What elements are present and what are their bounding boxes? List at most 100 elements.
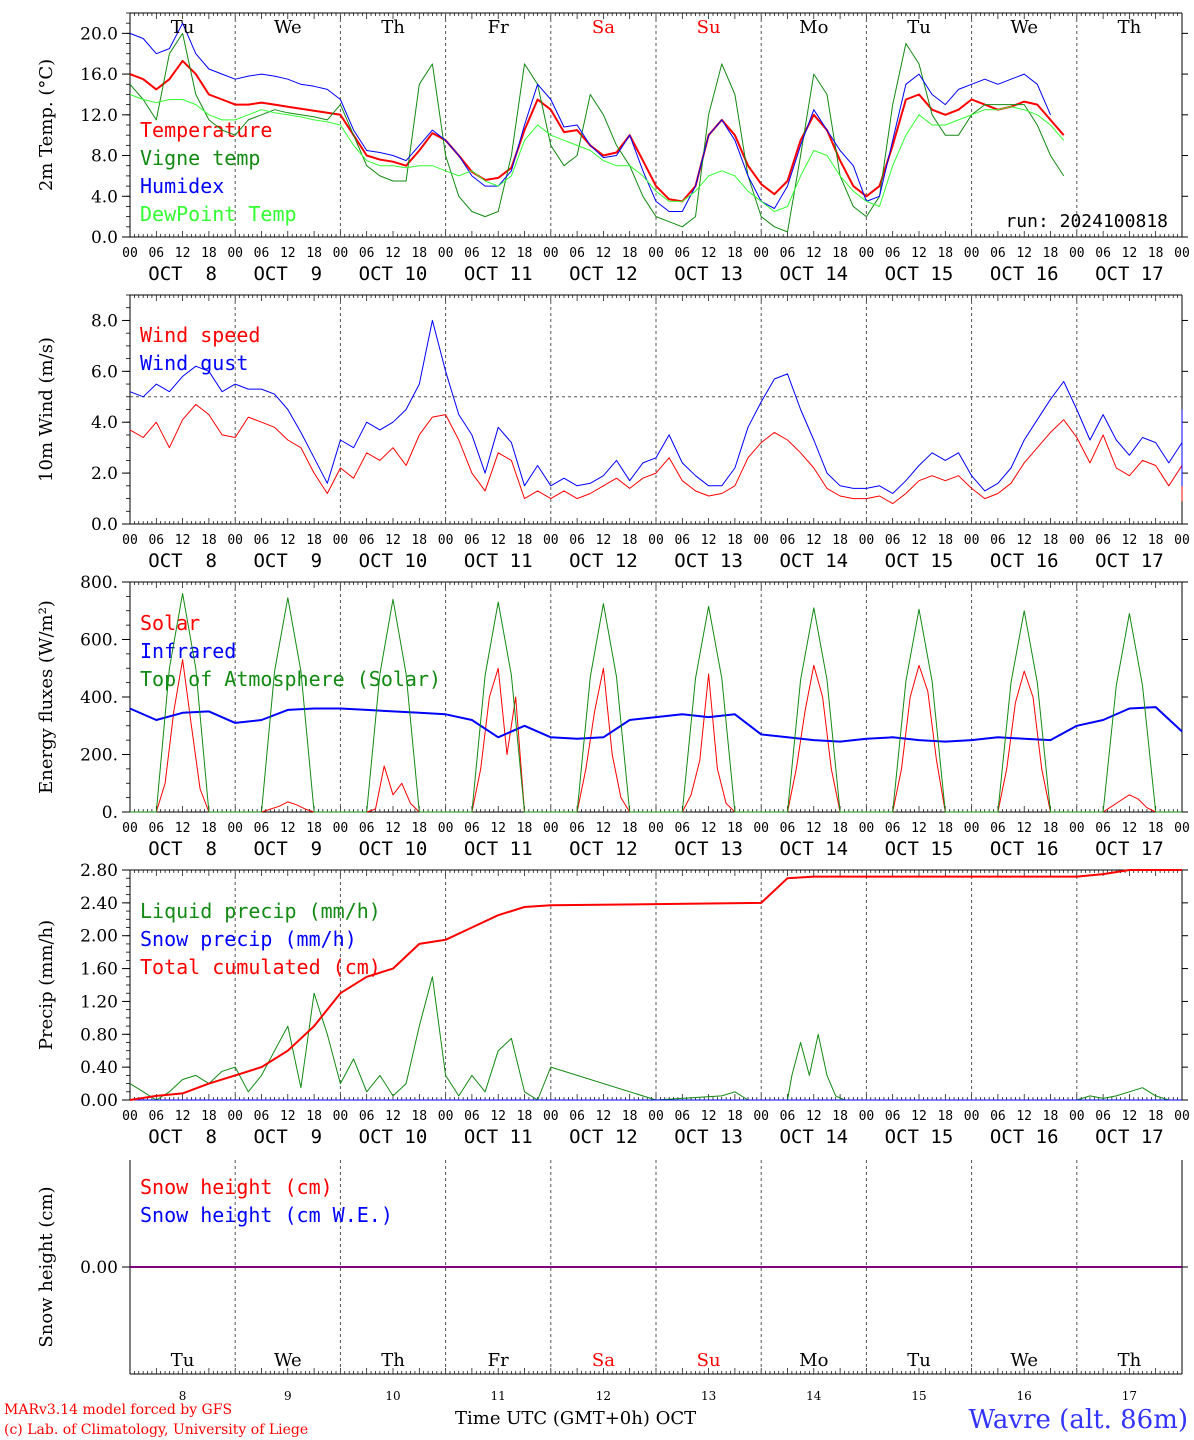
y-tick-label: 4.0 [91, 187, 118, 207]
hour-tick-label: 12 [596, 533, 612, 548]
hour-tick-label: 12 [280, 246, 296, 261]
hour-tick-label: 00 [1174, 821, 1190, 836]
date-label: OCT 16 [990, 550, 1059, 572]
hour-tick-label: 00 [859, 246, 875, 261]
date-label: OCT 8 [148, 263, 217, 285]
date-label: OCT 15 [885, 263, 954, 285]
hour-tick-label: 12 [911, 533, 927, 548]
hour-tick-label: 12 [1016, 533, 1032, 548]
hour-tick-label: 12 [806, 1109, 822, 1124]
weekday-label: Fr [488, 17, 509, 38]
hour-tick-label: 06 [148, 246, 164, 261]
hour-tick-label: 12 [385, 821, 401, 836]
series-line-total-cumulated-cm [129, 869, 1182, 1101]
y-axis-label: 10m Wind (m/s) [36, 337, 57, 482]
date-label: OCT 11 [464, 550, 533, 572]
hour-tick-label: 06 [990, 821, 1006, 836]
hour-tick-label: 12 [385, 1109, 401, 1124]
hour-tick-label: 06 [148, 821, 164, 836]
hour-tick-label: 12 [596, 1109, 612, 1124]
y-tick-label: 800. [80, 573, 118, 593]
legend-entry: Total cumulated (cm) [140, 955, 381, 979]
hour-tick-label: 06 [674, 533, 690, 548]
hour-tick-label: 00 [543, 246, 559, 261]
y-tick-label: 0.00 [80, 1091, 118, 1111]
hour-tick-label: 06 [990, 533, 1006, 548]
hour-tick-label: 06 [464, 821, 480, 836]
hour-tick-label: 00 [227, 533, 243, 548]
hour-tick-label: 00 [964, 533, 980, 548]
hour-tick-label: 06 [464, 246, 480, 261]
weekday-label: Mo [799, 17, 828, 38]
legend-entry: Snow height (cm) [140, 1175, 333, 1199]
hour-tick-label: 00 [227, 246, 243, 261]
hour-tick-label: 12 [175, 246, 191, 261]
hour-tick-label: 06 [1095, 1109, 1111, 1124]
hour-tick-label: 06 [359, 821, 375, 836]
hour-tick-label: 18 [1148, 821, 1164, 836]
hour-tick-label: 00 [964, 1109, 980, 1124]
hour-tick-label: 00 [964, 246, 980, 261]
y-tick-label: 8.0 [91, 147, 118, 167]
date-label: OCT 17 [1095, 838, 1164, 860]
hour-tick-label: 06 [674, 1109, 690, 1124]
weekday-label: Tu [171, 17, 195, 38]
hour-tick-label: 12 [596, 246, 612, 261]
weekday-label: We [274, 17, 302, 38]
hour-tick-label: 18 [832, 533, 848, 548]
hour-tick-label: 18 [622, 821, 638, 836]
hour-tick-label: 12 [280, 1109, 296, 1124]
y-tick-label: 2.40 [80, 894, 118, 914]
hour-tick-label: 18 [306, 246, 322, 261]
hour-tick-label: 18 [517, 821, 533, 836]
hour-tick-label: 00 [859, 1109, 875, 1124]
date-label: OCT 8 [148, 550, 217, 572]
date-label: OCT 15 [885, 838, 954, 860]
date-label: OCT 14 [779, 550, 848, 572]
day-number-label: 13 [701, 1389, 716, 1403]
y-tick-label: 16.0 [80, 65, 118, 85]
hour-tick-label: 12 [806, 821, 822, 836]
date-label: OCT 11 [464, 838, 533, 860]
hour-tick-label: 00 [753, 533, 769, 548]
weekday-label: We [1010, 17, 1038, 38]
legend-entry: Vigne temp [140, 146, 260, 170]
hour-tick-label: 18 [517, 246, 533, 261]
hour-tick-label: 06 [674, 246, 690, 261]
hour-tick-label: 06 [780, 533, 796, 548]
date-label: OCT 17 [1095, 1126, 1164, 1148]
y-tick-label: 8.0 [91, 311, 118, 331]
hour-tick-label: 06 [1095, 821, 1111, 836]
hour-tick-label: 12 [175, 533, 191, 548]
hour-tick-label: 00 [859, 821, 875, 836]
weekday-label: Th [381, 1350, 405, 1371]
hour-tick-label: 00 [753, 246, 769, 261]
hour-tick-label: 18 [517, 1109, 533, 1124]
weekday-label: Sa [592, 1350, 615, 1371]
hour-tick-label: 18 [411, 821, 427, 836]
panel-wind: 0.0 2.0 4.0 6.0 8.0 10m Wind (m/s) Wind speed W… [36, 294, 1190, 572]
hour-tick-label: 12 [1016, 821, 1032, 836]
legend-entry: Humidex [140, 174, 224, 198]
hour-tick-label: 12 [1122, 1109, 1138, 1124]
y-tick-label: 2.0 [91, 464, 118, 484]
y-tick-label: 12.0 [80, 106, 118, 126]
hour-tick-label: 18 [1043, 533, 1059, 548]
hour-tick-label: 06 [780, 821, 796, 836]
date-label: OCT 9 [253, 263, 322, 285]
hour-tick-label: 06 [148, 533, 164, 548]
date-label: OCT 10 [359, 1126, 428, 1148]
date-label: OCT 17 [1095, 263, 1164, 285]
hour-tick-label: 12 [701, 533, 717, 548]
hour-tick-label: 12 [175, 821, 191, 836]
hour-tick-label: 06 [990, 246, 1006, 261]
hour-tick-label: 06 [148, 1109, 164, 1124]
hour-tick-label: 18 [937, 533, 953, 548]
y-tick-label: 400. [80, 688, 118, 708]
hour-tick-label: 06 [464, 533, 480, 548]
hour-tick-label: 00 [648, 246, 664, 261]
date-label: OCT 11 [464, 263, 533, 285]
time-axis-label: Time UTC (GMT+0h) OCT [455, 1408, 696, 1429]
weekday-label: Su [697, 17, 721, 38]
